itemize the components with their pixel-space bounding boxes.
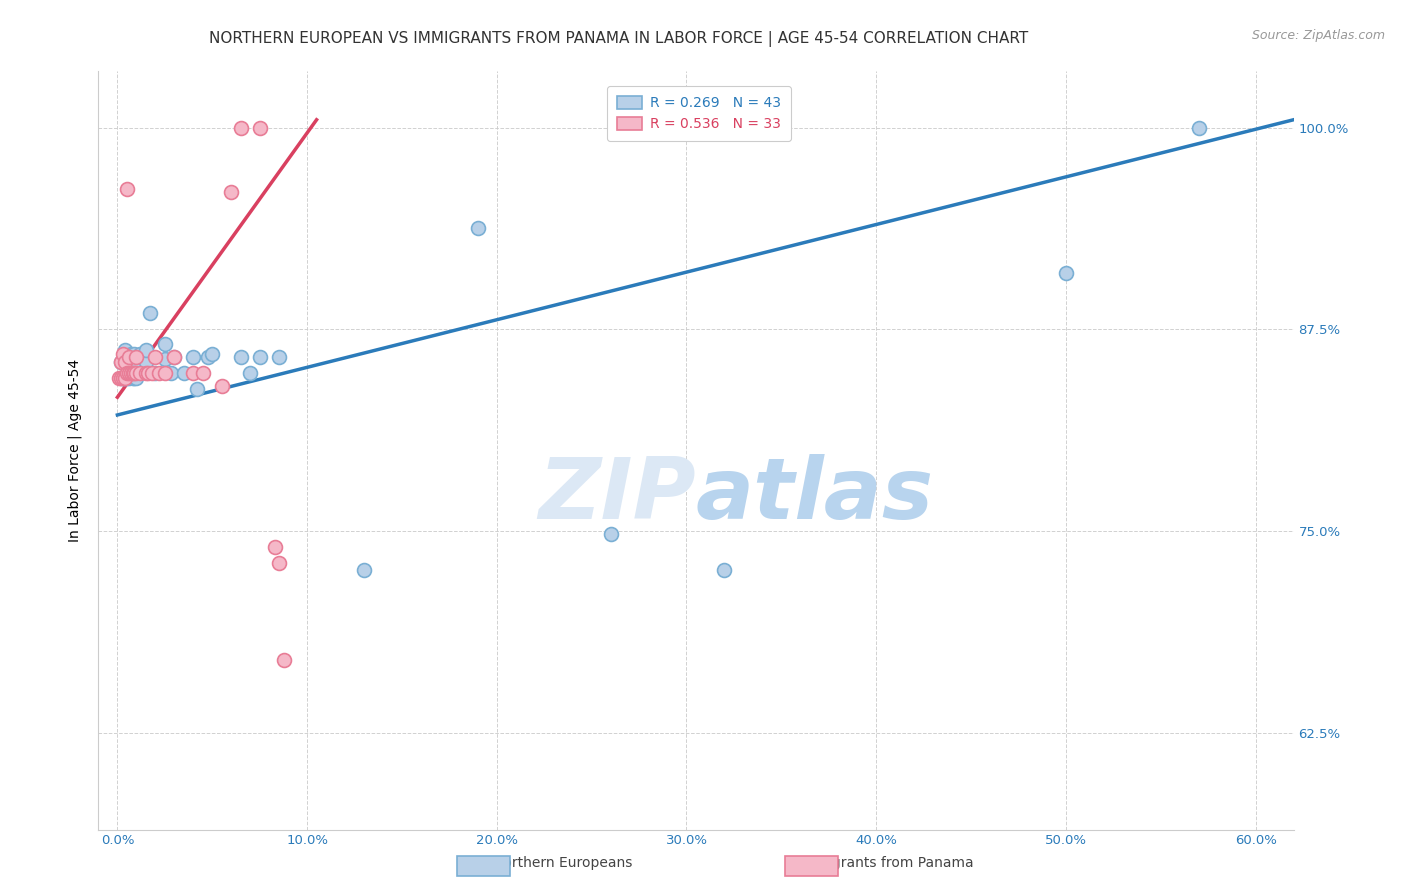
Point xyxy=(143,350,166,364)
Point xyxy=(181,366,204,380)
Point xyxy=(143,366,166,380)
Point xyxy=(110,371,132,385)
Point xyxy=(121,366,143,380)
Point xyxy=(153,351,176,366)
Point xyxy=(108,371,131,385)
Point xyxy=(239,366,262,380)
Point xyxy=(118,366,141,380)
Point xyxy=(114,371,136,385)
Point xyxy=(267,350,290,364)
Text: Immigrants from Panama: Immigrants from Panama xyxy=(797,856,974,870)
Legend: R = 0.269   N = 43, R = 0.536   N = 33: R = 0.269 N = 43, R = 0.536 N = 33 xyxy=(607,86,792,141)
Point xyxy=(124,346,146,360)
Point xyxy=(713,563,735,577)
Point xyxy=(118,371,141,385)
Point xyxy=(129,346,152,360)
Point xyxy=(249,350,271,364)
Point xyxy=(125,355,148,369)
Point xyxy=(191,366,214,380)
Point xyxy=(148,366,170,380)
Point xyxy=(115,366,138,380)
Point xyxy=(115,355,138,369)
Point xyxy=(153,366,176,380)
Point xyxy=(115,182,138,196)
Point xyxy=(125,350,148,364)
Point xyxy=(163,350,186,364)
Point xyxy=(136,366,159,380)
Point xyxy=(135,355,157,369)
Point xyxy=(1054,266,1077,280)
Point xyxy=(114,371,136,385)
Point xyxy=(112,346,135,360)
Point xyxy=(110,355,132,369)
Point xyxy=(353,563,375,577)
Point xyxy=(112,371,135,385)
Text: NORTHERN EUROPEAN VS IMMIGRANTS FROM PANAMA IN LABOR FORCE | AGE 45-54 CORRELATI: NORTHERN EUROPEAN VS IMMIGRANTS FROM PAN… xyxy=(209,31,1028,47)
Point xyxy=(121,371,143,385)
Point xyxy=(159,366,181,380)
Point xyxy=(120,366,142,380)
Point xyxy=(125,366,148,380)
Point xyxy=(467,220,489,235)
Text: Source: ZipAtlas.com: Source: ZipAtlas.com xyxy=(1251,29,1385,42)
Point xyxy=(273,653,295,667)
Point xyxy=(163,350,186,364)
Point xyxy=(118,350,141,364)
Point xyxy=(229,120,252,135)
Text: atlas: atlas xyxy=(696,454,934,538)
Point xyxy=(186,382,208,396)
Point xyxy=(124,359,146,374)
Point xyxy=(110,355,132,369)
Point xyxy=(135,343,157,358)
Point xyxy=(135,366,157,380)
Point xyxy=(249,120,271,135)
Point xyxy=(125,371,148,385)
Y-axis label: In Labor Force | Age 45-54: In Labor Force | Age 45-54 xyxy=(67,359,82,542)
Point xyxy=(115,371,138,385)
Point xyxy=(129,366,152,380)
Text: Northern Europeans: Northern Europeans xyxy=(492,856,633,870)
Point xyxy=(120,346,142,360)
Point xyxy=(1188,120,1211,135)
Point xyxy=(599,527,621,541)
Point xyxy=(181,350,204,364)
Point xyxy=(197,350,219,364)
Point xyxy=(121,355,143,369)
Point xyxy=(114,355,136,369)
Text: ZIP: ZIP xyxy=(538,454,696,538)
Point xyxy=(211,379,233,393)
Point xyxy=(153,337,176,351)
Point xyxy=(110,371,132,385)
Point xyxy=(112,355,135,369)
Point xyxy=(114,355,136,369)
Point xyxy=(201,346,224,360)
Point xyxy=(114,343,136,358)
Point xyxy=(112,371,135,385)
Point xyxy=(124,371,146,385)
Point xyxy=(229,350,252,364)
Point xyxy=(219,186,242,200)
Point xyxy=(118,355,141,369)
Point xyxy=(263,541,285,555)
Point xyxy=(138,306,160,320)
Point xyxy=(141,366,163,380)
Point xyxy=(267,557,290,571)
Point xyxy=(124,366,146,380)
Point xyxy=(173,366,195,380)
